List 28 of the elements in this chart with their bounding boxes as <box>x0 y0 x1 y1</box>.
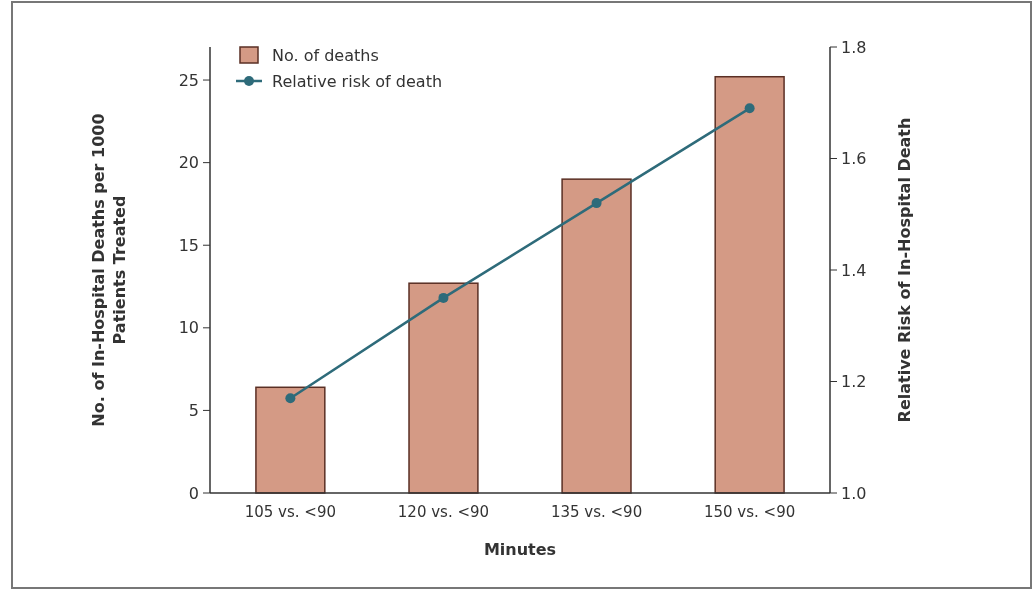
y2-tick-label: 1.6 <box>841 149 867 169</box>
x-tick-label: 105 vs. <90 <box>244 503 337 521</box>
bar <box>255 386 326 494</box>
bar <box>714 75 785 494</box>
y-tick-label: 10 <box>178 318 199 338</box>
y-tick-label: 15 <box>178 235 199 255</box>
y2-tick-label: 1.4 <box>841 260 867 280</box>
bar <box>561 178 632 494</box>
point <box>591 198 602 209</box>
y-tick-label: 5 <box>188 401 199 421</box>
point <box>438 292 449 303</box>
legend-label: Relative risk of death <box>272 71 443 91</box>
y-axis-title: No. of In-Hospital Deaths per 1000 Patients Treated <box>89 112 130 429</box>
x-axis-title: Minutes <box>483 540 557 559</box>
legend-label: No. of deaths <box>272 45 379 65</box>
y2-axis-title: Relative Risk of In-Hospital Death <box>895 117 914 423</box>
x-tick-label: 120 vs. <90 <box>397 503 490 521</box>
y-tick-label: 0 <box>188 483 199 503</box>
x-tick-label: 150 vs. <90 <box>703 503 796 521</box>
y2-tick-label: 1.2 <box>841 372 867 392</box>
point <box>285 393 296 404</box>
x-tick-label: 135 vs. <90 <box>550 503 643 521</box>
point <box>744 103 755 114</box>
y-tick-label: 20 <box>178 153 199 173</box>
y2-tick-label: 1.8 <box>841 37 867 57</box>
y-tick-label: 25 <box>178 70 199 90</box>
y2-tick-label: 1.0 <box>841 483 867 503</box>
bar <box>408 282 479 494</box>
